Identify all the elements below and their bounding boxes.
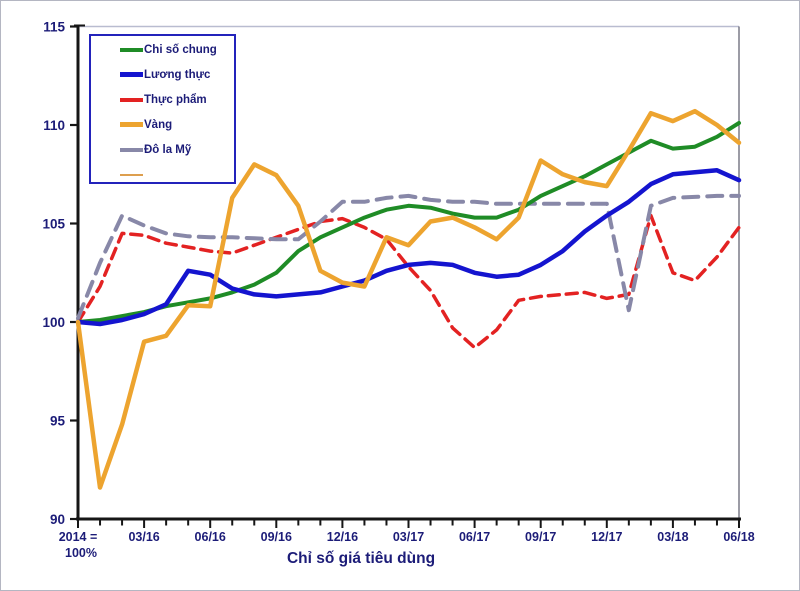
legend-item-label: Vàng [144, 118, 173, 131]
legend-item: Lương thực [91, 62, 234, 87]
legend-swatch [120, 97, 143, 102]
legend-item: Vàng [91, 112, 234, 137]
x-base-label: 100% [65, 546, 97, 560]
legend-swatch [120, 47, 143, 52]
series-line-lương-thực [75, 168, 742, 327]
x-tick-label: 06/18 [723, 530, 754, 544]
legend-swatch [120, 147, 143, 152]
x-tick-label: 03/16 [128, 530, 159, 544]
series-line-đô-la-mỹ [76, 193, 741, 321]
legend-item-label: Đô la Mỹ [144, 143, 192, 156]
x-tick-label: 12/16 [327, 530, 358, 544]
y-tick-label: 90 [50, 512, 65, 527]
series-line-thực-phẩm [76, 213, 741, 350]
x-tick-label: 09/17 [525, 530, 556, 544]
y-tick-label: 100 [42, 315, 65, 330]
legend-item: Thực phẩm [91, 87, 234, 112]
legend-swatch [120, 122, 143, 127]
y-tick-label: 115 [43, 20, 65, 35]
x-base-label: 2014 = [59, 530, 98, 544]
legend-item [91, 162, 234, 187]
x-tick-label: 03/17 [393, 530, 424, 544]
x-tick-label: 06/16 [195, 530, 226, 544]
legend-swatch [120, 173, 143, 176]
x-tick-label: 09/16 [261, 530, 292, 544]
legend-item-label: Chi số chung [144, 43, 217, 56]
y-tick-label: 110 [43, 118, 65, 133]
legend-item-label: Lương thực [144, 68, 211, 81]
chart-legend: Chi số chung Lương thực Thực phẩm Vàng Đô la… [89, 34, 236, 184]
series-line-vàng [75, 108, 742, 490]
legend-item: Đô la Mỹ [91, 137, 234, 162]
x-tick-label: 06/17 [459, 530, 490, 544]
chart-bottom-title: Chỉ số giá tiêu dùng [286, 550, 436, 567]
y-tick-label: 105 [42, 217, 65, 232]
legend-item-label: Thực phẩm [144, 93, 207, 106]
legend-swatch [120, 72, 143, 77]
legend-item: Chi số chung [91, 37, 234, 62]
x-tick-label: 12/17 [591, 530, 622, 544]
y-tick-label: 95 [50, 414, 66, 429]
x-tick-label: 03/18 [657, 530, 688, 544]
